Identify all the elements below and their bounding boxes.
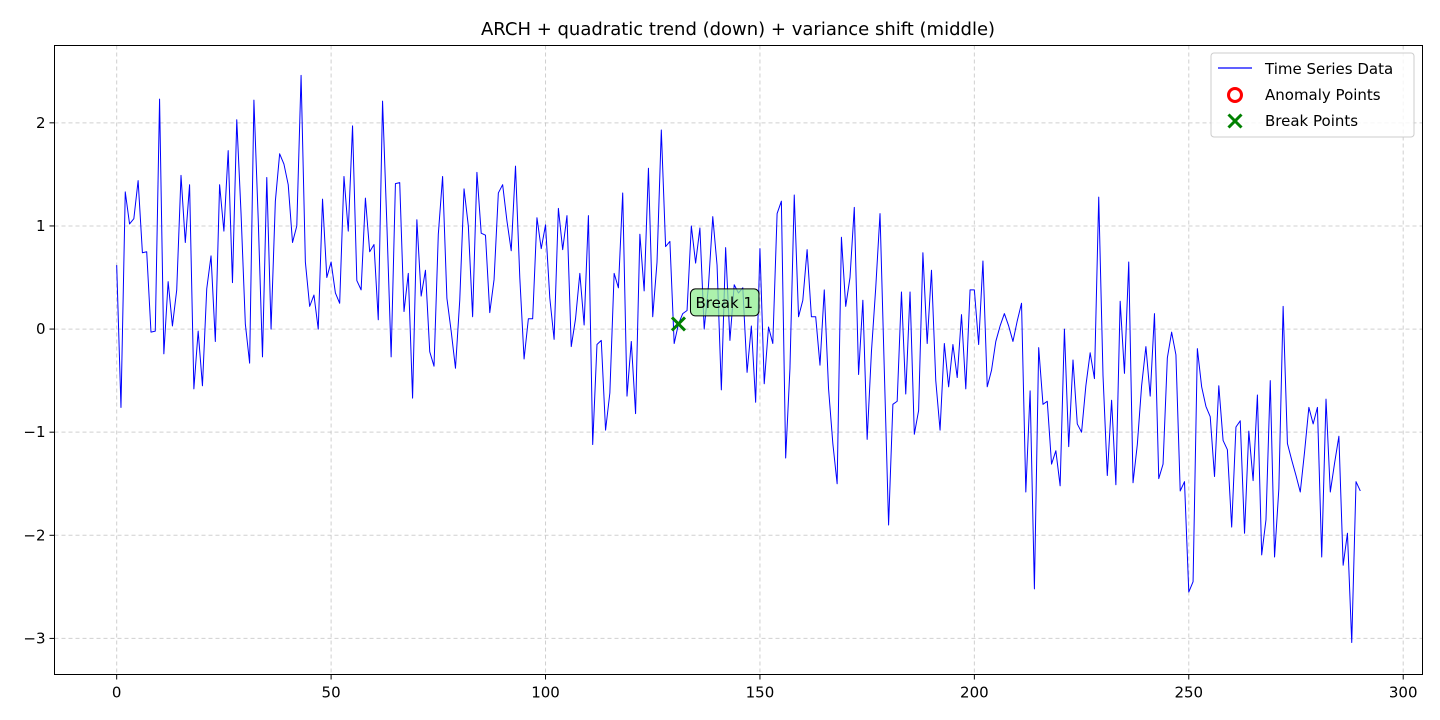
x-tick-label: 300 <box>1389 684 1418 702</box>
chart-title: ARCH + quadratic trend (down) + variance… <box>481 19 995 40</box>
legend-anomaly-swatch <box>1227 87 1243 103</box>
break-annotation: Break 1 <box>689 288 760 317</box>
y-tick-label: 1 <box>36 217 46 235</box>
break-point <box>670 316 687 332</box>
x-tick-label: 250 <box>1174 684 1203 702</box>
y-tick-label: −3 <box>23 629 45 647</box>
x-tick-label: 50 <box>322 684 341 702</box>
legend: Time Series Data Anomaly Points Break Po… <box>1210 52 1415 138</box>
legend-label-break: Break Points <box>1265 112 1358 130</box>
y-tick-label: 0 <box>36 320 46 338</box>
x-tick-label: 200 <box>960 684 989 702</box>
legend-box <box>1210 52 1415 138</box>
x-tick-label: 150 <box>746 684 775 702</box>
x-tick-label: 100 <box>531 684 560 702</box>
plot-frame <box>54 45 1423 675</box>
legend-label-anomaly: Anomaly Points <box>1265 86 1381 104</box>
y-tick-label: −2 <box>23 526 45 544</box>
x-tick-label: 0 <box>112 684 122 702</box>
legend-label-series: Time Series Data <box>1264 60 1393 78</box>
break-annotation-label: Break 1 <box>695 294 753 312</box>
grid <box>54 45 1423 675</box>
y-tick-label: −1 <box>23 423 45 441</box>
y-axis: −3 −2 −1 0 1 2 <box>23 114 55 647</box>
y-tick-label: 2 <box>36 114 46 132</box>
x-axis: 0 50 100 150 200 250 300 <box>112 674 1418 702</box>
break-annotation-box <box>689 288 760 317</box>
markers-layer: Break 1 <box>670 288 760 332</box>
legend-break-swatch <box>1227 113 1243 129</box>
